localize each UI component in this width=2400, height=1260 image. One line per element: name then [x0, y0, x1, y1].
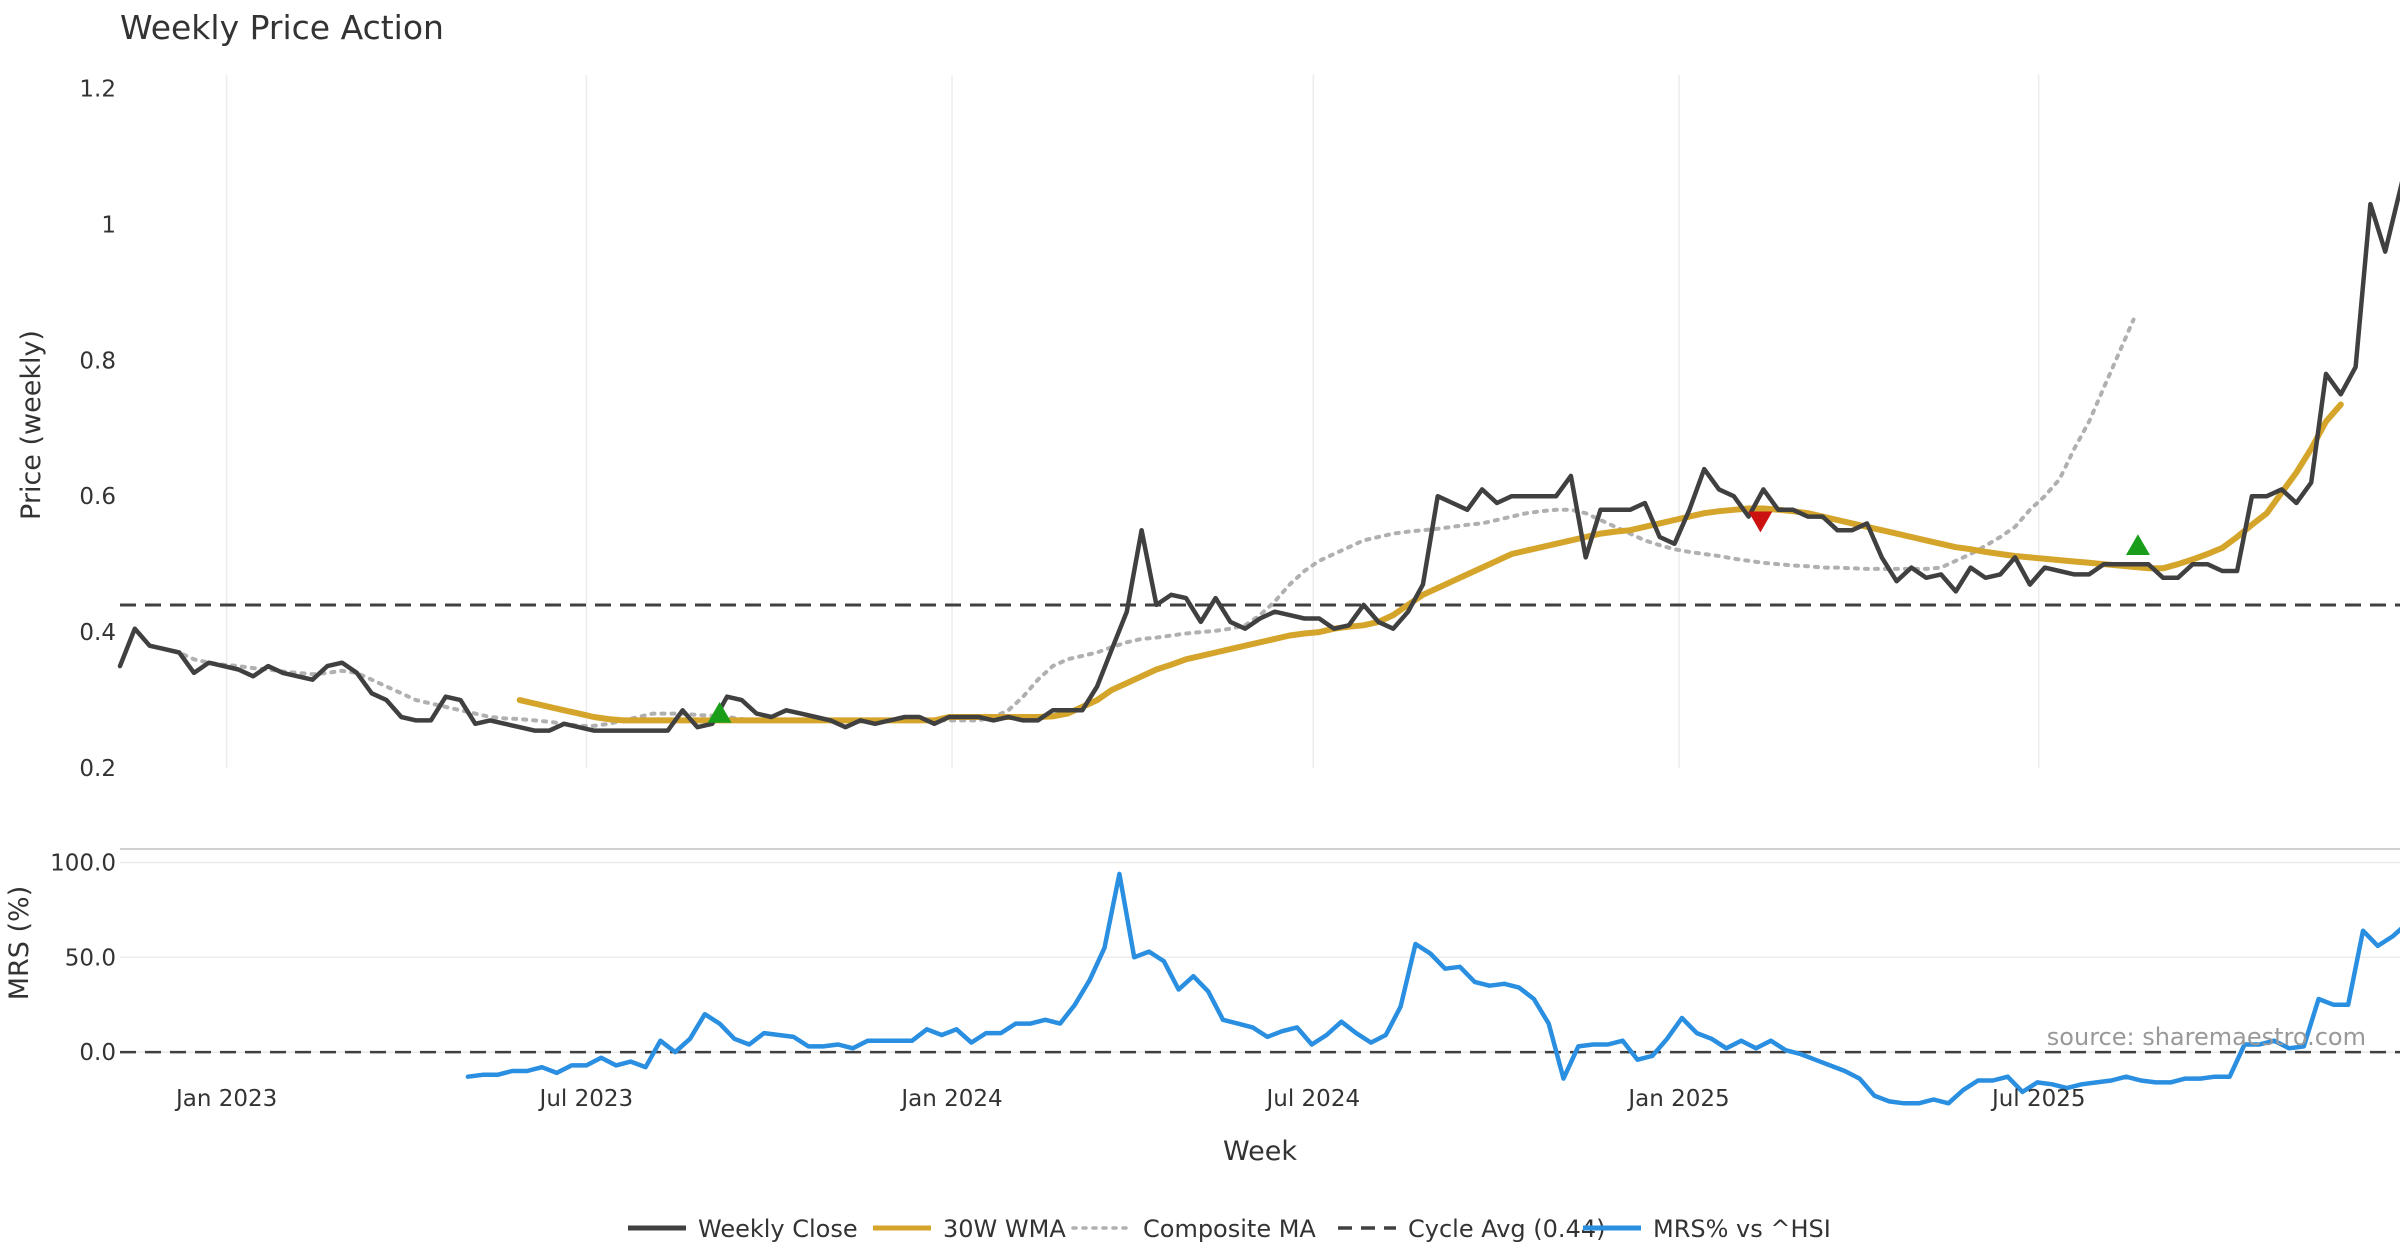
x-axis-label: Week: [1223, 1136, 1297, 1167]
buy-signal-marker: [707, 702, 732, 723]
x-tick-label: Jul 2023: [538, 1086, 634, 1112]
price-panel-series: [117, 180, 2400, 733]
legend-label: MRS% vs ^HSI: [1653, 1215, 1831, 1243]
signal-markers: [707, 511, 2150, 723]
chart-legend: Weekly Close 30W WMA Composite MA Cycle Avg…: [628, 1215, 1831, 1243]
legend-label: Weekly Close: [698, 1215, 858, 1243]
x-axis-ticks: Jan 2023 Jul 2023 Jan 2024 Jul 2024 Jan 2025…: [174, 1086, 2086, 1112]
mrs-y-tick-label: 100.0: [50, 850, 116, 876]
price-panel-grid: [225, 75, 2040, 768]
x-tick-label: Jul 2025: [1990, 1086, 2086, 1112]
legend-label: Composite MA: [1143, 1215, 1316, 1243]
mrs-panel-series: [120, 871, 2400, 1106]
chart-title: Weekly Price Action: [120, 8, 444, 47]
x-tick-label: Jan 2023: [174, 1086, 277, 1112]
x-tick-label: Jan 2024: [899, 1086, 1002, 1112]
legend-label: 30W WMA: [943, 1215, 1066, 1243]
price-y-tick-label: 0.2: [79, 756, 116, 782]
mrs-y-tick-label: 50.0: [65, 945, 116, 971]
price-y-tick-label: 0.4: [79, 620, 116, 646]
weekly-close-line: [117, 180, 2400, 733]
mrs-y-axis-label: MRS (%): [4, 886, 35, 1001]
composite-ma-line: [162, 317, 2136, 728]
price-y-ticks: 0.2 0.4 0.6 0.8 1 1.2: [79, 77, 116, 782]
legend-label: Cycle Avg (0.44): [1408, 1215, 1605, 1243]
x-tick-label: Jan 2025: [1626, 1086, 1729, 1112]
source-note: source: sharemaestro.com: [2047, 1023, 2366, 1051]
price-y-tick-label: 1: [101, 212, 116, 238]
buy-signal-marker: [2125, 534, 2150, 555]
mrs-line: [465, 871, 2400, 1106]
mrs-y-tick-label: 0.0: [79, 1040, 116, 1066]
30w-wma-line: [516, 401, 2344, 724]
price-y-tick-label: 0.6: [79, 484, 116, 510]
mrs-y-ticks: 0.0 50.0 100.0: [50, 850, 116, 1066]
x-tick-label: Jul 2024: [1264, 1086, 1360, 1112]
sell-signal-marker: [1748, 511, 1773, 533]
price-y-tick-label: 0.8: [79, 348, 116, 374]
price-y-axis-label: Price (weekly): [16, 330, 47, 520]
price-y-tick-label: 1.2: [79, 77, 116, 103]
